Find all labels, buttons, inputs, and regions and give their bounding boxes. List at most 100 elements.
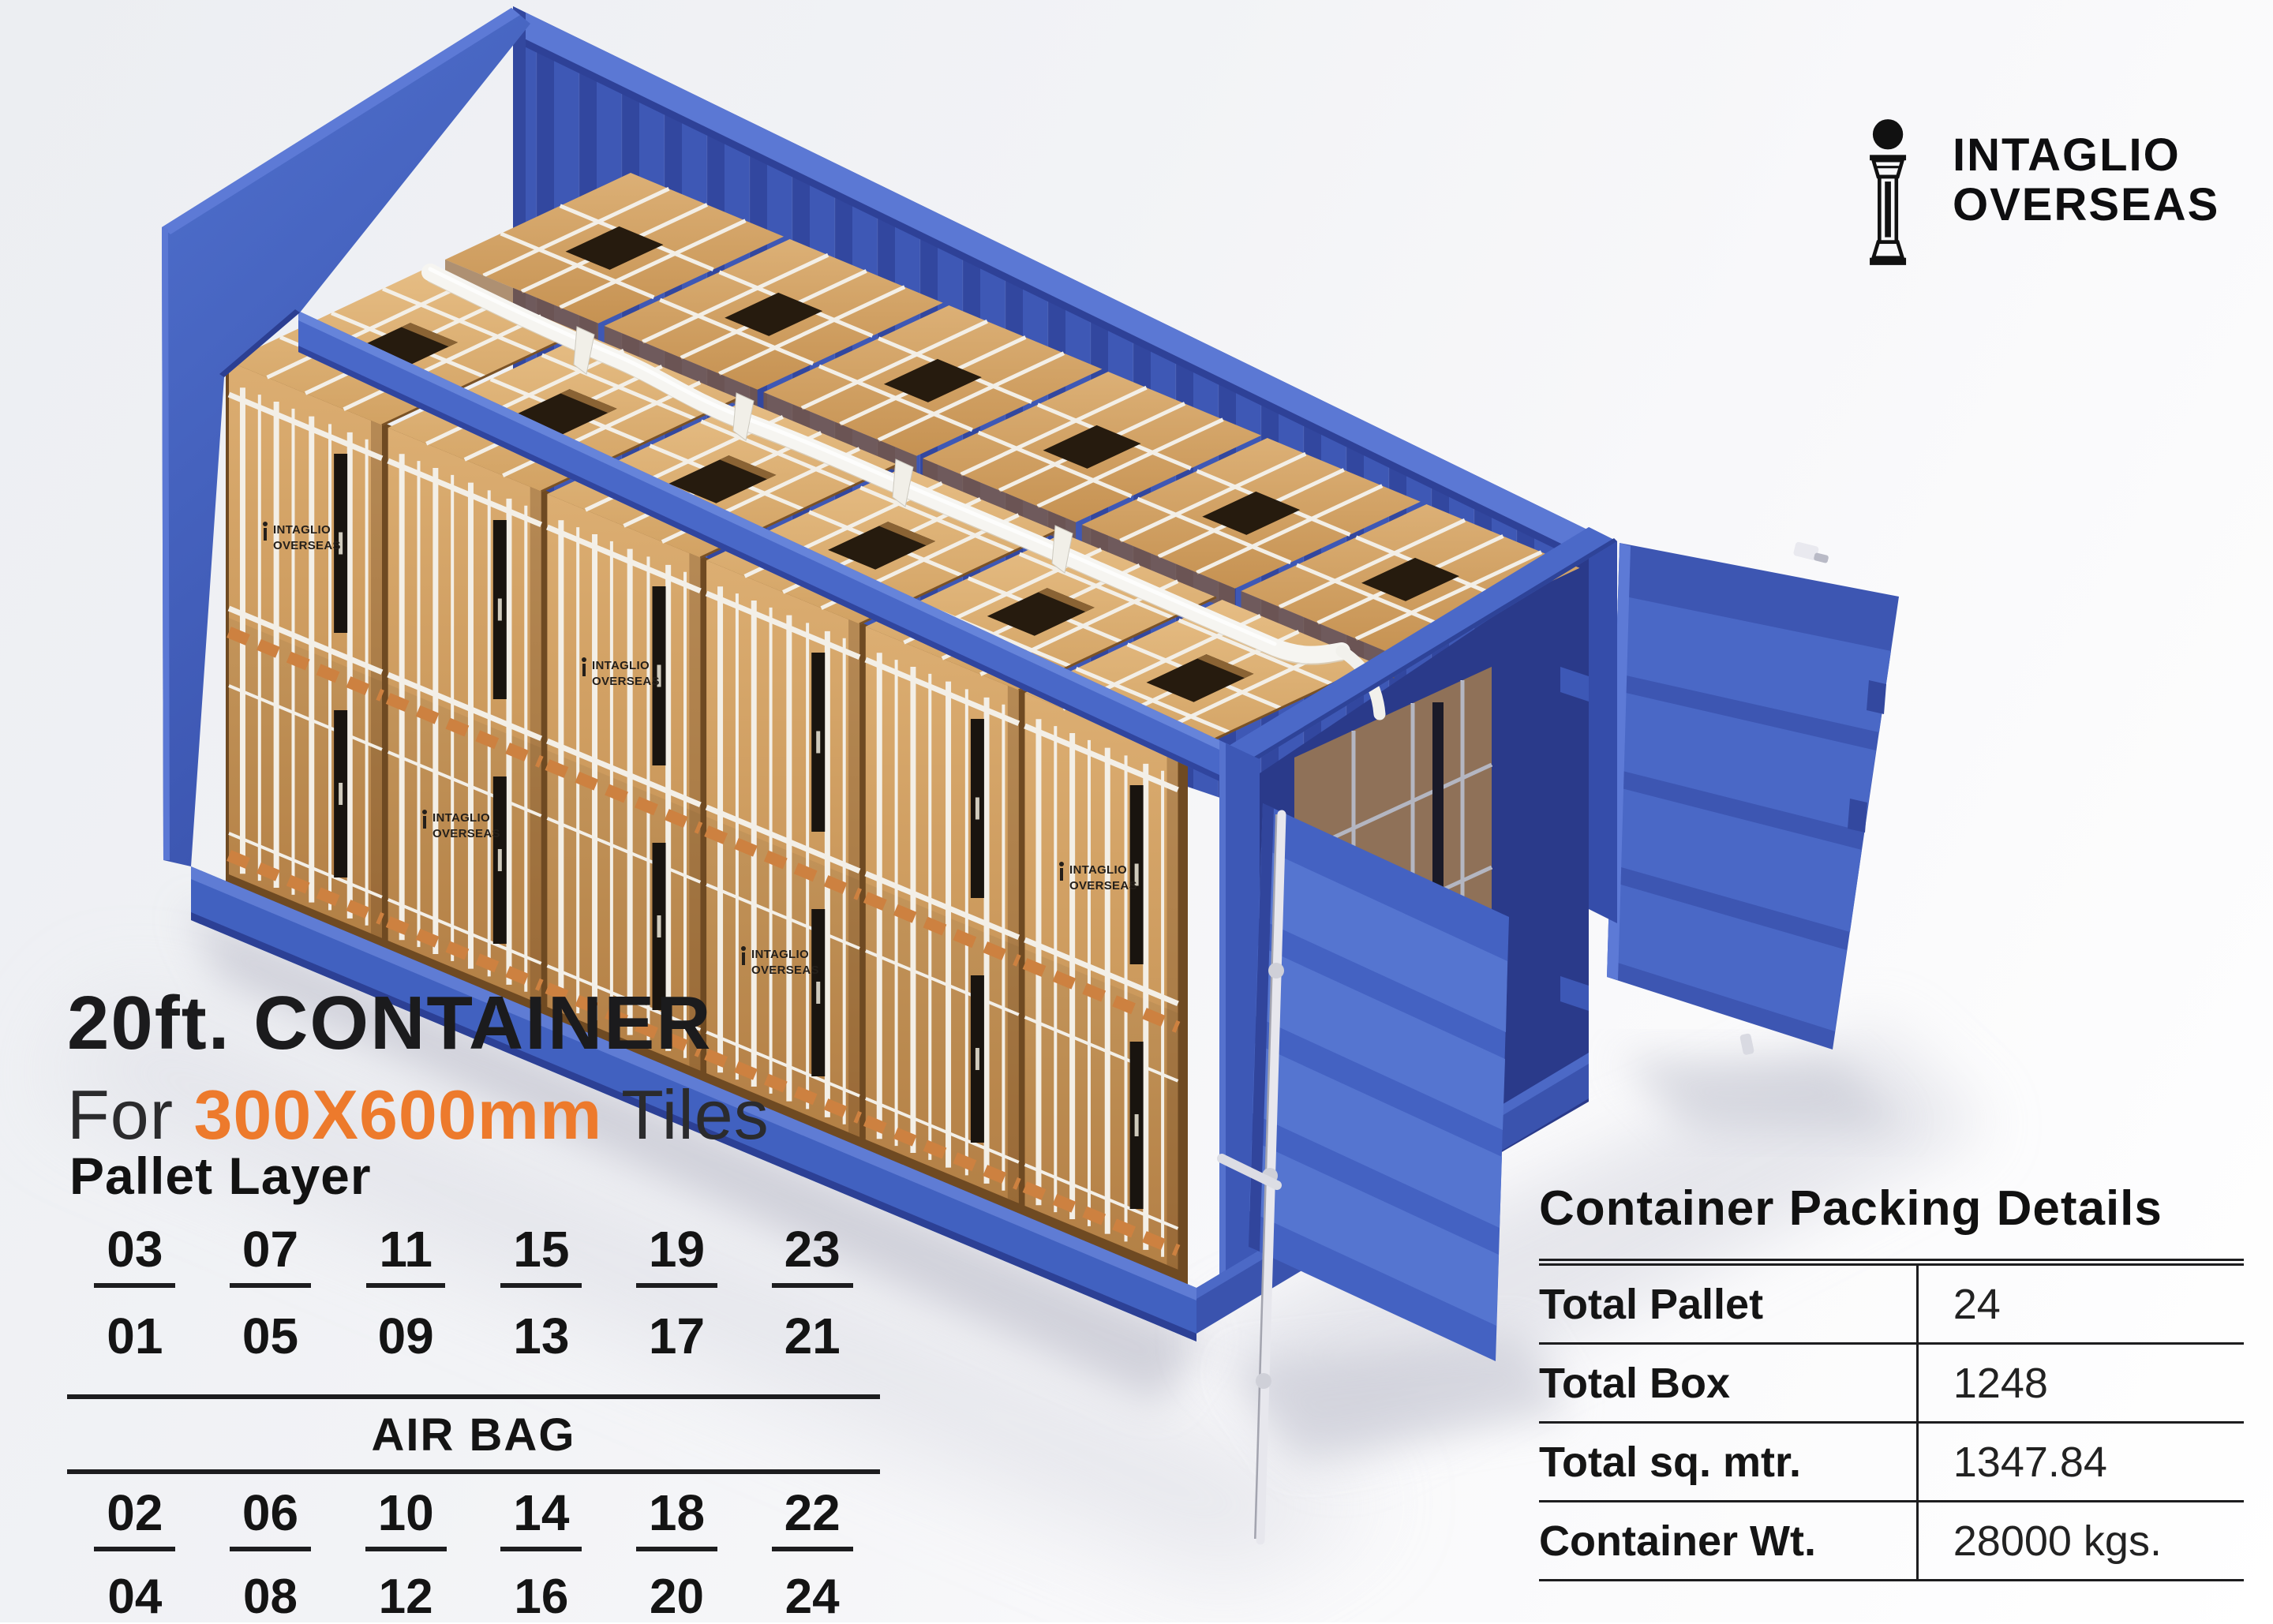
pallet-number: 22 xyxy=(771,1484,853,1552)
strap-line xyxy=(705,804,861,874)
pallet-hole xyxy=(883,358,982,402)
pallet-number: 04 xyxy=(107,1570,163,1624)
strap-line xyxy=(705,590,861,660)
door-latch xyxy=(1793,541,1819,560)
tile-size-highlight: 300X600mm xyxy=(193,1076,603,1154)
pallet-number: 16 xyxy=(514,1570,569,1624)
face-edge-shade xyxy=(689,552,701,1071)
box-print: INTAGLIO OVERSEAS xyxy=(582,657,659,688)
strap-line xyxy=(227,391,384,462)
packing-details-heading: Container Packing Details xyxy=(1539,1181,2163,1236)
top-strap xyxy=(718,285,906,376)
pallet-number: 10 xyxy=(365,1484,447,1552)
top-strap xyxy=(1196,484,1384,574)
pallet-batten xyxy=(704,1049,862,1124)
table-row: Total sq. mtr. 1347.84 xyxy=(1539,1421,2244,1500)
pallet-row-top: 03 07 11 15 19 23 xyxy=(67,1222,880,1289)
pallet-row-bottom: 04 08 12 16 20 24 xyxy=(67,1570,880,1624)
pallet-batten xyxy=(545,982,703,1057)
pallet-number: 08 xyxy=(243,1570,298,1624)
strap-line xyxy=(1024,1016,1179,1083)
hole-inner-face xyxy=(1038,588,1095,612)
divider-line xyxy=(67,1394,880,1399)
container-front-door xyxy=(1217,803,1509,1545)
svg-text:OVERSEAS: OVERSEAS xyxy=(751,964,819,977)
top-strap xyxy=(800,319,988,410)
face-edge-shade xyxy=(1166,751,1178,1270)
strap-line xyxy=(228,832,383,899)
strap-line xyxy=(546,524,702,594)
pallet-batten xyxy=(227,850,384,925)
air-bag-label: AIR BAG xyxy=(371,1409,576,1461)
row-value: 1248 xyxy=(1915,1345,2244,1421)
top-strap xyxy=(642,253,829,344)
svg-text:OVERSEAS: OVERSEAS xyxy=(273,539,341,552)
pallet-batten xyxy=(1022,958,1181,1033)
pallet-batten xyxy=(1022,1181,1181,1256)
strap-line xyxy=(1024,937,1179,1007)
door-hinge-pin xyxy=(1739,1033,1754,1055)
row-value: 24 xyxy=(1915,1266,2244,1342)
pallet-row-second: 01 05 09 13 17 21 xyxy=(67,1308,880,1364)
pallet-batten xyxy=(545,759,703,834)
pallet-number: 21 xyxy=(784,1308,841,1365)
pallet-number: 20 xyxy=(650,1570,704,1624)
top-strap xyxy=(482,186,670,278)
row-label: Container Wt. xyxy=(1539,1517,1816,1565)
pallet-batten xyxy=(704,825,862,900)
face-edge-shade xyxy=(1007,685,1019,1203)
pallet-row-third: 02 06 10 14 18 22 xyxy=(67,1484,880,1552)
hole-inner-face xyxy=(720,455,777,480)
top-strap xyxy=(1354,550,1543,641)
hole-inner-face xyxy=(1197,654,1254,679)
pallet-batten xyxy=(385,693,544,768)
subtitle-suffix: Tiles xyxy=(602,1076,770,1154)
pallet-number: 12 xyxy=(378,1570,433,1624)
pallet-batten xyxy=(227,627,384,702)
strap-line xyxy=(865,949,1020,1016)
pallet-stack-2 xyxy=(385,335,740,1005)
pallet-number: 24 xyxy=(785,1570,840,1624)
front-top-rail xyxy=(298,311,1231,787)
strap-line xyxy=(706,1031,860,1098)
hole-inner-face xyxy=(878,522,936,546)
pallet-number: 19 xyxy=(635,1222,718,1289)
column-icon xyxy=(1870,119,1907,265)
pallet-number: 03 xyxy=(94,1222,176,1289)
strap-line xyxy=(546,964,702,1031)
strap-line xyxy=(1024,1163,1179,1230)
pallet-number: 18 xyxy=(635,1484,718,1552)
box-print: INTAGLIO OVERSEAS xyxy=(263,522,341,552)
pallet-number: 06 xyxy=(229,1484,312,1552)
strap-line xyxy=(387,458,543,528)
top-strap xyxy=(960,385,1148,477)
hole-inner-face xyxy=(560,389,617,413)
pallet-number: 02 xyxy=(94,1484,176,1552)
box-print: INTAGLIO OVERSEAS xyxy=(422,810,500,840)
door-handle xyxy=(1217,1154,1282,1190)
row-label: Total sq. mtr. xyxy=(1539,1438,1802,1486)
pallet-number: 14 xyxy=(500,1484,582,1552)
pallet-number: 17 xyxy=(648,1308,706,1365)
subtitle-prefix: For xyxy=(67,1076,194,1154)
hole-inner-face xyxy=(401,323,458,347)
pallet-number: 11 xyxy=(366,1222,445,1289)
container-right-door xyxy=(1607,541,1899,1055)
back-pallet-top-4 xyxy=(923,372,1262,546)
box-brand-prints: INTAGLIO OVERSEAS INTAGLIO OVERSEAS INTA… xyxy=(263,522,1136,977)
front-right-corner-post xyxy=(1219,740,1260,1296)
pallet-layer-heading: Pallet Layer xyxy=(69,1147,372,1205)
table-row: Total Box 1248 xyxy=(1539,1342,2244,1421)
top-strap xyxy=(266,282,466,380)
pallet-batten xyxy=(863,892,1021,967)
pallet-hole xyxy=(1043,425,1141,469)
top-strap xyxy=(1278,518,1466,609)
brand-logo: INTAGLIO OVERSEAS xyxy=(1867,115,2219,279)
pallet-number: 07 xyxy=(229,1222,312,1289)
face-edge-shade xyxy=(371,420,382,938)
top-strap xyxy=(559,219,747,309)
svg-text:INTAGLIO: INTAGLIO xyxy=(751,948,809,961)
pallet-layer-table: 03 07 11 15 19 23 01 05 09 13 17 21 AIR … xyxy=(67,1222,880,1624)
right-end-frame xyxy=(1560,527,1617,1011)
